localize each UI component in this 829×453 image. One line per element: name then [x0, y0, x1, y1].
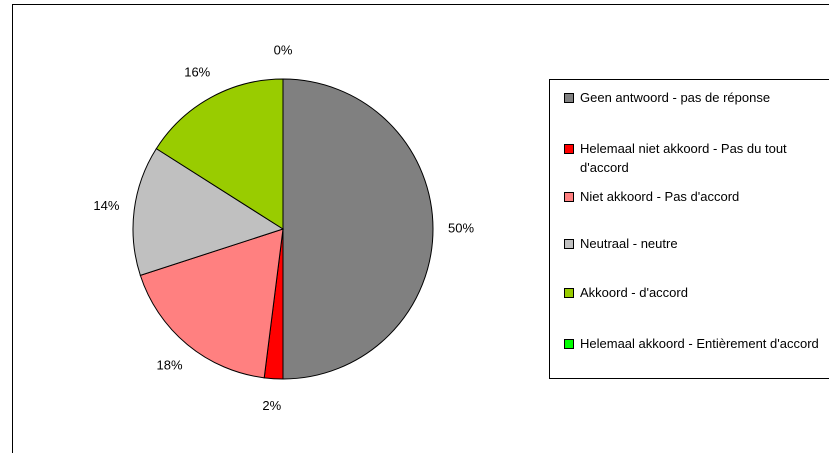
legend-item: Geen antwoord - pas de réponse — [564, 88, 829, 107]
legend-swatch — [564, 239, 574, 249]
pie-slice — [282, 78, 434, 380]
chart-frame — [12, 4, 829, 453]
legend-swatch — [564, 192, 574, 202]
legend-label: Akkoord - d'accord — [580, 285, 688, 300]
legend-swatch — [564, 288, 574, 298]
legend-item: Helemaal niet akkoord - Pas du tout d'ac… — [564, 139, 829, 177]
legend-label: Helemaal akkoord - Entièrement d'accord — [580, 336, 819, 351]
legend-label: Geen antwoord - pas de réponse — [580, 90, 771, 105]
pie-slice — [139, 228, 284, 379]
legend-item: Neutraal - neutre — [564, 234, 829, 253]
slice-label: 50% — [448, 220, 474, 235]
legend-label: Niet akkoord - Pas d'accord — [580, 189, 740, 204]
legend-swatch — [564, 144, 574, 154]
legend-swatch — [564, 339, 574, 349]
slice-label: 18% — [157, 358, 183, 373]
legend-item: Helemaal akkoord - Entièrement d'accord — [564, 334, 829, 353]
pie-slice — [132, 147, 285, 276]
legend-label: Neutraal - neutre — [580, 236, 678, 251]
slice-label: 16% — [184, 64, 210, 79]
slice-label: 14% — [93, 198, 119, 213]
slice-label: 0% — [274, 42, 293, 57]
pie-slice — [155, 78, 284, 230]
legend: Geen antwoord - pas de réponse Helemaal n… — [549, 79, 829, 379]
legend-swatch — [564, 93, 574, 103]
legend-item: Niet akkoord - Pas d'accord — [564, 187, 829, 206]
slice-label: 2% — [262, 398, 281, 413]
legend-label: Helemaal niet akkoord - Pas du tout d'ac… — [580, 141, 787, 175]
legend-item: Akkoord - d'accord — [564, 283, 829, 302]
